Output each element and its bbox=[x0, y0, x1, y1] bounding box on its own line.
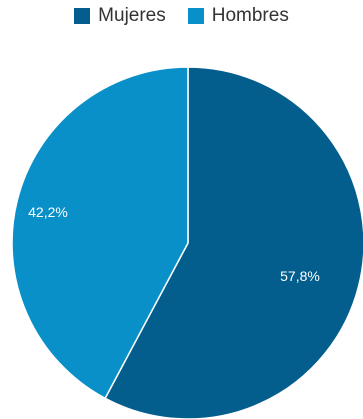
legend-item-hombres[interactable]: Hombres bbox=[187, 5, 289, 27]
slice-label-hombres: 42,2% bbox=[28, 204, 68, 220]
legend-swatch-mujeres bbox=[74, 8, 91, 24]
slice-label-mujeres: 57,8% bbox=[280, 268, 320, 284]
legend-item-mujeres[interactable]: Mujeres bbox=[74, 5, 166, 27]
legend-label-hombres: Hombres bbox=[211, 5, 289, 26]
legend-label-mujeres: Mujeres bbox=[98, 5, 166, 26]
chart-legend: Mujeres Hombres bbox=[0, 5, 363, 27]
legend-swatch-hombres bbox=[187, 8, 204, 24]
pie-slice-hombres[interactable] bbox=[11, 66, 189, 400]
